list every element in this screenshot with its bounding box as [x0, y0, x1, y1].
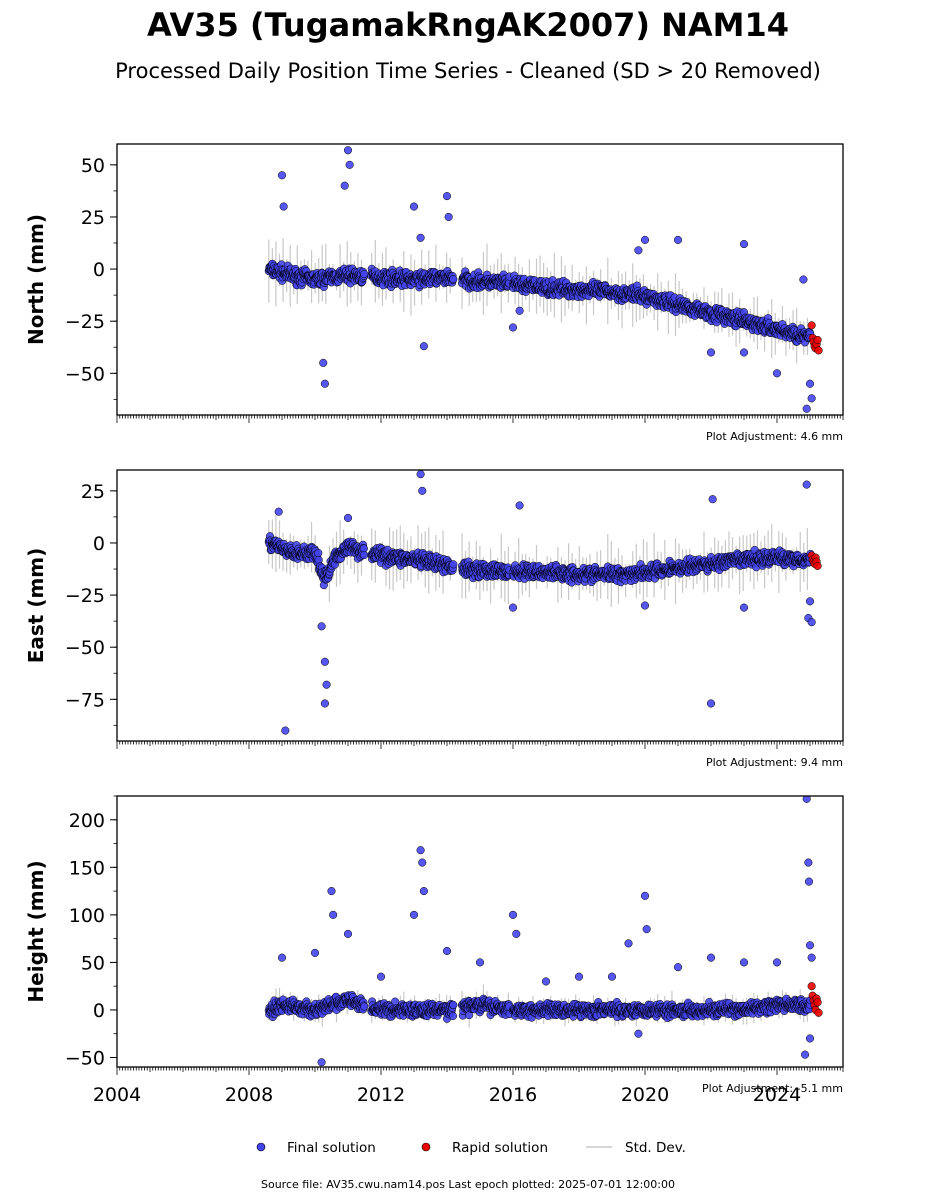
final-point [410, 203, 418, 211]
final-point [321, 380, 329, 388]
y-tick-label: 25 [81, 207, 105, 229]
final-point [516, 502, 524, 510]
rapid-point [814, 562, 822, 570]
final-point [806, 380, 814, 388]
plot-frame [117, 470, 843, 741]
plot-adjustment-note: Plot Adjustment: 4.6 mm [706, 430, 843, 443]
final-point [275, 508, 283, 516]
final-point [641, 236, 649, 244]
final-point [641, 602, 649, 610]
final-point [360, 551, 368, 559]
final-point [323, 681, 331, 689]
y-tick-label: −50 [65, 363, 105, 385]
final-point [808, 395, 816, 403]
final-point [803, 405, 811, 413]
y-tick-label: 0 [93, 533, 105, 555]
rapid-point [808, 322, 816, 330]
y-tick-label: −50 [65, 637, 105, 659]
final-point [509, 324, 517, 332]
final-point [417, 470, 425, 478]
y-tick-label: 25 [81, 481, 105, 503]
y-tick-label: −75 [65, 689, 105, 711]
y-tick-label: −25 [65, 311, 105, 333]
final-point [635, 247, 643, 255]
final-point [391, 998, 399, 1006]
final-point [280, 203, 288, 211]
final-point [360, 270, 368, 278]
final-point [516, 307, 524, 315]
y-axis-label: North (mm) [24, 214, 48, 345]
final-point [420, 342, 428, 350]
final-point [418, 487, 426, 495]
final-point [740, 240, 748, 248]
final-point [282, 727, 290, 735]
final-point [315, 549, 323, 557]
final-point [360, 1003, 368, 1011]
final-point [709, 495, 717, 503]
final-point [674, 236, 682, 244]
final-point [344, 514, 352, 522]
final-point [318, 623, 326, 631]
final-point [445, 213, 453, 221]
final-point [344, 146, 352, 154]
final-point [740, 349, 748, 357]
final-point [707, 700, 715, 708]
figure-title: AV35 (TugamakRngAK2007) NAM14 [147, 6, 789, 44]
y-tick-label: −25 [65, 585, 105, 607]
final-point [319, 359, 327, 367]
rapid-point [815, 347, 823, 355]
final-point [803, 481, 811, 489]
plot-adjustment-note: Plot Adjustment: 9.4 mm [706, 756, 843, 769]
final-point [800, 276, 808, 284]
final-point [321, 658, 329, 666]
y-tick-label: 50 [81, 155, 105, 177]
final-point [278, 171, 286, 179]
final-point [321, 700, 329, 708]
final-point [449, 1012, 457, 1020]
final-point [417, 234, 425, 242]
panel-east: 25 0 −25 −50 −75 East (mm) Plot Adjustment: 9.… [24, 470, 843, 769]
final-point [808, 618, 816, 626]
final-point [450, 1001, 458, 1009]
final-point [773, 370, 781, 378]
final-point [341, 182, 349, 190]
panel-north: 50 25 0 −25 −50 North (mm) Plot Adjustment: 4.… [24, 144, 843, 443]
final-point [806, 598, 814, 606]
final-point [450, 275, 458, 283]
final-point [707, 349, 715, 357]
y-tick-label: 0 [93, 259, 105, 281]
final-point [740, 604, 748, 612]
final-point [450, 560, 458, 568]
final-point [346, 161, 354, 169]
rapid-point [814, 336, 822, 344]
final-point [443, 192, 451, 200]
y-axis-label: East (mm) [24, 548, 48, 664]
figure-subtitle: Processed Daily Position Time Series - C… [115, 59, 821, 83]
final-point [509, 604, 517, 612]
